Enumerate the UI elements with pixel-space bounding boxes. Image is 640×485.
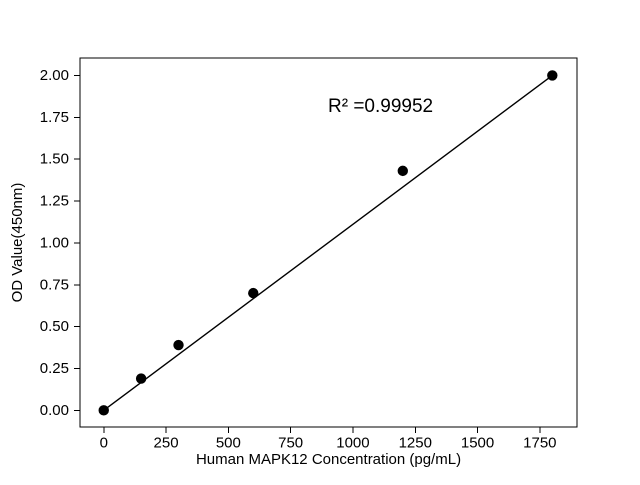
svg-text:0.00: 0.00 [40, 402, 69, 419]
svg-text:1500: 1500 [461, 435, 494, 452]
svg-text:0: 0 [100, 435, 108, 452]
svg-text:500: 500 [216, 435, 241, 452]
svg-text:0.75: 0.75 [40, 276, 69, 293]
svg-text:250: 250 [154, 435, 179, 452]
svg-text:OD Value(450nm): OD Value(450nm) [9, 183, 26, 303]
svg-text:2.00: 2.00 [40, 67, 69, 84]
svg-text:1.50: 1.50 [40, 151, 69, 168]
svg-text:0.50: 0.50 [40, 318, 69, 335]
svg-text:1.00: 1.00 [40, 234, 69, 251]
svg-text:750: 750 [278, 435, 303, 452]
svg-text:1250: 1250 [399, 435, 432, 452]
svg-text:R² =0.99952: R² =0.99952 [328, 96, 433, 117]
svg-text:0.25: 0.25 [40, 360, 69, 377]
svg-text:Human MAPK12 Concentration (pg: Human MAPK12 Concentration (pg/mL) [196, 451, 461, 468]
svg-text:1750: 1750 [523, 435, 556, 452]
svg-text:1.75: 1.75 [40, 109, 69, 126]
svg-text:1.25: 1.25 [40, 193, 69, 210]
svg-text:1000: 1000 [336, 435, 369, 452]
